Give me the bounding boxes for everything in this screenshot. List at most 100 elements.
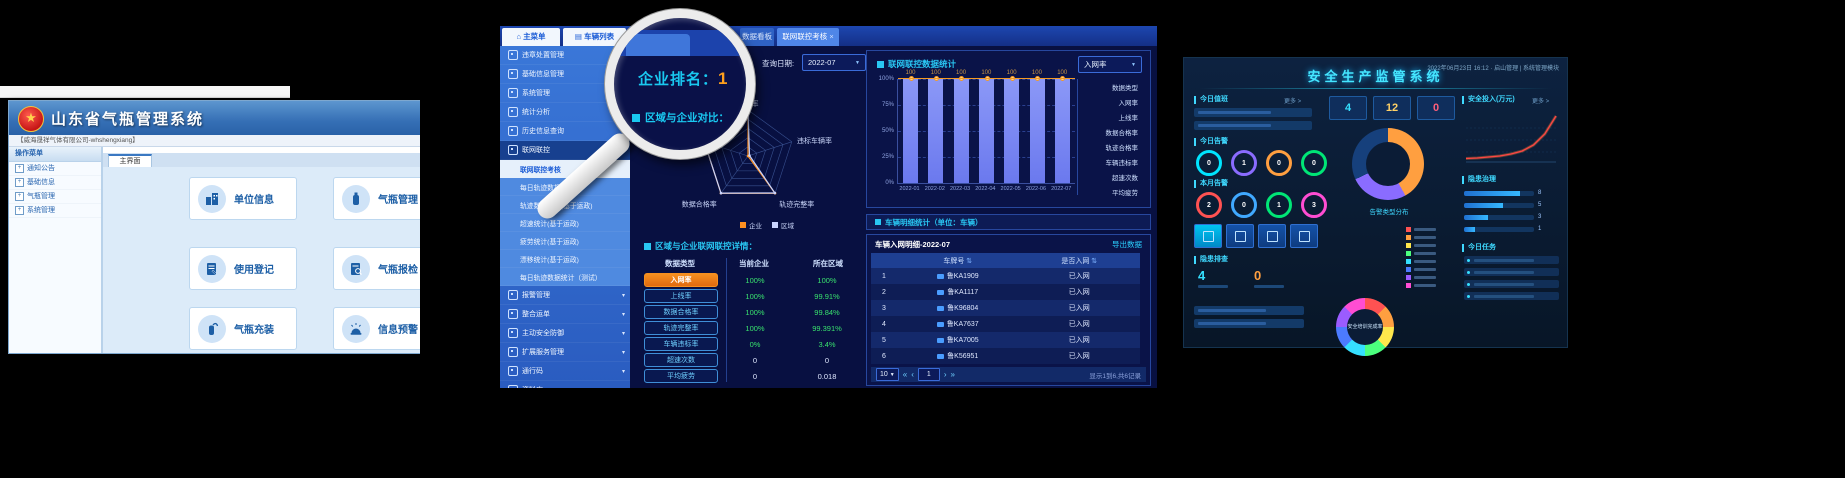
col-plate[interactable]: 车牌号 ⇅ bbox=[897, 253, 1019, 268]
metric-pill[interactable]: 上线率 bbox=[644, 289, 718, 303]
next-page-icon[interactable]: › bbox=[943, 370, 947, 379]
months-cell: 100 bbox=[1142, 94, 1144, 109]
sidebar-subitem[interactable]: 漂移统计(基于运政) bbox=[500, 250, 630, 268]
tab-home[interactable]: ⌂ 主菜单 bbox=[502, 28, 560, 46]
more-link[interactable]: 更多 > bbox=[1284, 99, 1302, 105]
report-icon[interactable] bbox=[1258, 224, 1286, 248]
more-link[interactable]: 更多 > bbox=[1532, 99, 1550, 105]
legend-swatch bbox=[1406, 267, 1411, 272]
metric-pill[interactable]: 轨迹完整率 bbox=[644, 321, 718, 335]
vehicle-panel-title: 车辆入网明细-2022-07 bbox=[875, 240, 951, 249]
ring-value: 0 bbox=[1277, 159, 1281, 167]
setting-icon[interactable] bbox=[1290, 224, 1318, 248]
sidebar-item[interactable]: 扩展服务管理 ▾ bbox=[500, 343, 630, 362]
kpi-chip: 12 bbox=[1373, 96, 1411, 120]
row-index: 2 bbox=[871, 284, 897, 300]
tab-close-icon[interactable]: × bbox=[829, 32, 834, 41]
query-date-value: 2022-07 bbox=[808, 58, 836, 67]
sidebar-subitem[interactable]: 疲劳统计(基于运政) bbox=[500, 232, 630, 250]
legend-text-bar bbox=[1414, 268, 1436, 271]
sidebar-item[interactable]: 系统管理 bbox=[500, 84, 630, 103]
tab-main-screen[interactable]: 主界面 bbox=[108, 154, 152, 169]
sidebar-item[interactable]: + 气瓶管理 bbox=[9, 190, 101, 204]
legend-item bbox=[1406, 234, 1436, 241]
table-row[interactable]: 6 鲁K56951 已入网 bbox=[871, 348, 1140, 364]
card-label: 使用登记 bbox=[234, 265, 274, 276]
govern-bar-row: 5 bbox=[1464, 200, 1541, 210]
ring-value: 1 bbox=[1242, 159, 1246, 167]
kpi-row: 4 12 0 bbox=[1329, 96, 1455, 120]
legend-item bbox=[1406, 250, 1436, 257]
sidebar-item[interactable]: 通行码 ▾ bbox=[500, 362, 630, 381]
detail-row: 轨迹完整率 100% 99.391% bbox=[644, 320, 862, 336]
map-icon[interactable] bbox=[1226, 224, 1254, 248]
legend-swatch bbox=[1406, 243, 1411, 248]
tab-vehicle-list[interactable]: ▤ 车辆列表 bbox=[563, 28, 626, 46]
sidebar-subitem[interactable]: 每日轨迹数据统计（测试） bbox=[500, 268, 630, 286]
months-row: 入网率100100100100100100 bbox=[1080, 94, 1144, 109]
sidebar-item[interactable]: + 系统管理 bbox=[9, 204, 101, 218]
current-page-box[interactable]: 1 bbox=[917, 368, 940, 381]
sort-icon[interactable]: ⇅ bbox=[1091, 257, 1098, 265]
tab-data-board[interactable]: 数据看板 bbox=[740, 28, 774, 46]
row-index: 6 bbox=[871, 348, 897, 364]
app-card-refill[interactable]: 气瓶充装 bbox=[189, 307, 297, 350]
govern-bars: 8 5 3 1 bbox=[1464, 188, 1541, 234]
sidebar-item[interactable]: + 通知公告 bbox=[9, 162, 101, 176]
stat-ring: 1 bbox=[1231, 150, 1257, 176]
page-size-dropdown[interactable]: 10 ▼ bbox=[876, 368, 899, 381]
module-link[interactable]: 系统管理模块 bbox=[1522, 66, 1559, 72]
hazard-value: 0 bbox=[1254, 268, 1262, 283]
detail-header-row: 数据类型 当前企业 所在区域 bbox=[665, 259, 843, 268]
user-name[interactable]: 启山管理 bbox=[1494, 66, 1519, 72]
expand-icon[interactable]: + bbox=[15, 164, 24, 173]
sidebar-item[interactable]: 整合运单 ▾ bbox=[500, 305, 630, 324]
first-page-icon[interactable]: « bbox=[902, 370, 908, 379]
sidebar-item[interactable]: 报警管理 ▾ bbox=[500, 286, 630, 305]
plate-cell: 鲁KA7637 bbox=[897, 316, 1019, 332]
last-page-icon[interactable]: » bbox=[950, 370, 955, 379]
metric-pill[interactable]: 数据合格率 bbox=[644, 305, 718, 319]
x-axis-tick: 2022-01 bbox=[899, 186, 920, 192]
task-row bbox=[1464, 280, 1559, 288]
metric-dropdown[interactable]: 入网率 ▼ bbox=[1078, 56, 1142, 73]
monitor-icon[interactable] bbox=[1194, 224, 1222, 248]
vehicle-icon bbox=[937, 305, 945, 311]
sort-icon[interactable]: ⇅ bbox=[966, 257, 973, 265]
table-row[interactable]: 5 鲁KA7005 已入网 bbox=[871, 332, 1140, 348]
chevron-down-icon: ▾ bbox=[621, 349, 625, 356]
sidebar-item[interactable]: 主动安全防御 ▾ bbox=[500, 324, 630, 343]
sidebar-item[interactable]: 资料库 ▾ bbox=[500, 381, 630, 388]
col-status[interactable]: 是否入网 ⇅ bbox=[1018, 253, 1140, 268]
bar-fill bbox=[1464, 226, 1476, 232]
tab-network-assess[interactable]: 联网联控考核 × bbox=[777, 28, 839, 46]
metric-pill[interactable]: 入网率 bbox=[644, 273, 718, 287]
table-row[interactable]: 2 鲁KA1117 已入网 bbox=[871, 284, 1140, 300]
metric-pill[interactable]: 车辆违标率 bbox=[644, 337, 718, 351]
vehicle-panel: 车辆入网明细-2022-07 导出数据 车牌号 ⇅ 是否入网 ⇅ 1 鲁KA190… bbox=[866, 234, 1151, 386]
expand-icon[interactable]: + bbox=[15, 206, 24, 215]
sidebar-subitem[interactable]: 超速统计(基于运政) bbox=[500, 214, 630, 232]
section-bullet-icon bbox=[877, 60, 884, 68]
table-row[interactable]: 3 鲁K96804 已入网 bbox=[871, 300, 1140, 316]
export-button[interactable]: 导出数据 bbox=[1112, 240, 1142, 249]
app-card-building[interactable]: 单位信息 bbox=[189, 177, 297, 220]
prev-page-icon[interactable]: ‹ bbox=[911, 370, 914, 379]
query-date-dropdown[interactable]: 2022-07 ▼ bbox=[802, 54, 866, 71]
left-app-tabbar: 主界面 bbox=[103, 153, 441, 169]
training-donut: 安全培训完成率 bbox=[1336, 298, 1394, 356]
metric-pill[interactable]: 平均疲劳 bbox=[644, 369, 718, 383]
sidebar-item-label: 违章处置管理 bbox=[522, 52, 564, 59]
metric-pill[interactable]: 超速次数 bbox=[644, 353, 718, 367]
app-card-register[interactable]: 使用登记 bbox=[189, 247, 297, 290]
trend-line bbox=[898, 78, 1075, 79]
expand-icon[interactable]: + bbox=[15, 192, 24, 201]
status-cell: 已入网 bbox=[1018, 268, 1140, 284]
today-alarm-rings: 0 1 0 0 bbox=[1196, 150, 1327, 176]
table-row[interactable]: 4 鲁KA7637 已入网 bbox=[871, 316, 1140, 332]
expand-icon[interactable]: + bbox=[15, 178, 24, 187]
sidebar-item[interactable]: + 基础信息 bbox=[9, 176, 101, 190]
legend-item: 企业 bbox=[740, 220, 762, 230]
table-row[interactable]: 1 鲁KA1909 已入网 bbox=[871, 268, 1140, 284]
